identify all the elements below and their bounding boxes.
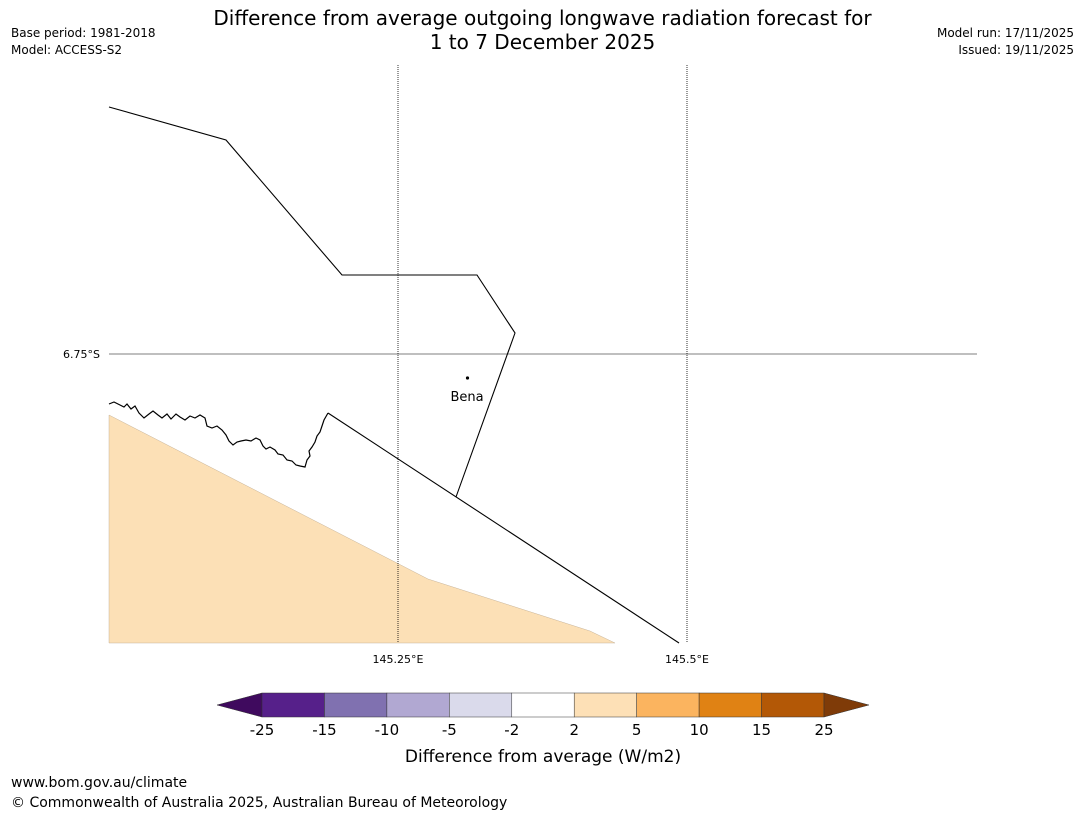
colorbar-bin: [698, 692, 762, 718]
colorbar-extend-high: [823, 692, 870, 718]
land-shading: [108, 414, 616, 644]
meta-left: Base period: 1981-2018 Model: ACCESS-S2: [11, 25, 156, 59]
colorbar-extend-low: [216, 692, 263, 718]
colorbar-tick-label: 15: [752, 721, 771, 739]
colorbar-bin: [511, 692, 575, 718]
longitude-label-145-5: 145.5°E: [665, 653, 709, 666]
colorbar-tick-label: 5: [632, 721, 642, 739]
place-marker: [465, 376, 470, 380]
colorbar-bin: [324, 692, 388, 718]
model-name: Model: ACCESS-S2: [11, 43, 123, 57]
colorbar-tick-label: -5: [442, 721, 457, 739]
latitude-label: 6.75°S: [63, 348, 100, 361]
colorbar-tick-label: -25: [250, 721, 275, 739]
meta-right: Model run: 17/11/2025 Issued: 19/11/2025: [937, 25, 1074, 59]
colorbar-tick-label: -15: [312, 721, 337, 739]
colorbar-bin: [449, 692, 513, 718]
colorbar-bin: [261, 692, 325, 718]
colorbar-tick-label: -10: [375, 721, 400, 739]
place-label: Bena: [450, 390, 483, 405]
longitude-label-145-25: 145.25°E: [373, 653, 424, 666]
river-line: [108, 401, 329, 468]
colorbar-label: Difference from average (W/m2): [405, 747, 681, 767]
colorbar-bin: [573, 692, 637, 718]
title-line-1: Difference from average outgoing longwav…: [213, 6, 872, 30]
province-boundary-south: [327, 412, 680, 644]
colorbar-tick-label: 2: [569, 721, 579, 739]
colorbar-tick-label: 25: [814, 721, 833, 739]
footer-url: www.bom.gov.au/climate: [11, 775, 188, 791]
issued-date: Issued: 19/11/2025: [958, 43, 1074, 57]
colorbar-tick-label: -2: [504, 721, 519, 739]
footer-copyright: © Commonwealth of Australia 2025, Austra…: [11, 795, 508, 811]
colorbar: -25 -15 -10 -5 -2 2 5 10 15 25: [216, 692, 870, 739]
province-boundary-north: [108, 106, 516, 498]
chart-title: Difference from average outgoing longwav…: [0, 6, 1085, 54]
colorbar-bin: [636, 692, 700, 718]
model-run: Model run: 17/11/2025: [936, 26, 1074, 40]
title-line-2: 1 to 7 December 2025: [429, 30, 656, 54]
colorbar-bin: [761, 692, 825, 718]
base-period: Base period: 1981-2018: [11, 26, 156, 40]
colorbar-tick-label: 10: [690, 721, 709, 739]
colorbar-bin: [386, 692, 450, 718]
